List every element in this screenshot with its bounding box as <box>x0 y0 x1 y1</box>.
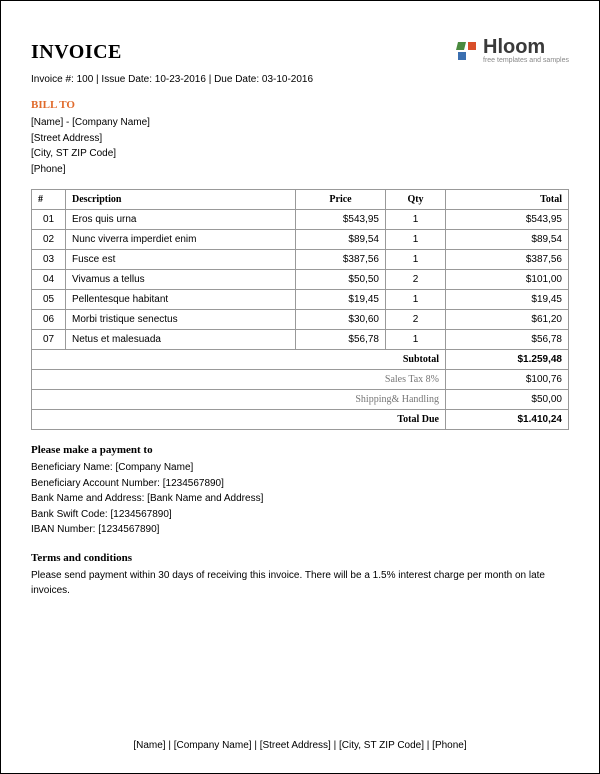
table-row: 04Vivamus a tellus$50,502$101,00 <box>32 270 569 290</box>
cell-num: 05 <box>32 290 66 310</box>
cell-total: $61,20 <box>446 310 569 330</box>
cell-qty: 1 <box>386 230 446 250</box>
table-row: 03Fusce est$387,561$387,56 <box>32 250 569 270</box>
footer: [Name] | [Company Name] | [Street Addres… <box>1 740 599 751</box>
cell-price: $56,78 <box>296 330 386 350</box>
cell-total: $19,45 <box>446 290 569 310</box>
bill-to-line: [Name] - [Company Name] <box>31 115 569 131</box>
cell-num: 06 <box>32 310 66 330</box>
bill-to-heading: BILL TO <box>31 99 569 111</box>
cell-price: $387,56 <box>296 250 386 270</box>
cell-qty: 1 <box>386 330 446 350</box>
terms-heading: Terms and conditions <box>31 552 569 564</box>
summary-value: $50,00 <box>446 390 569 410</box>
summary-label: Total Due <box>32 410 446 430</box>
bill-to-line: [Street Address] <box>31 131 569 147</box>
cell-desc: Netus et malesuada <box>66 330 296 350</box>
cell-desc: Vivamus a tellus <box>66 270 296 290</box>
bill-to-block: [Name] - [Company Name] [Street Address]… <box>31 115 569 177</box>
cell-price: $50,50 <box>296 270 386 290</box>
cell-total: $56,78 <box>446 330 569 350</box>
col-price: Price <box>296 190 386 210</box>
cell-qty: 1 <box>386 290 446 310</box>
summary-label: Sales Tax 8% <box>32 370 446 390</box>
summary-row: Subtotal$1.259,48 <box>32 350 569 370</box>
payment-line: Beneficiary Account Number: [1234567890] <box>31 476 569 492</box>
col-num: # <box>32 190 66 210</box>
table-row: 01Eros quis urna$543,951$543,95 <box>32 210 569 230</box>
col-desc: Description <box>66 190 296 210</box>
cell-price: $19,45 <box>296 290 386 310</box>
payment-block: Beneficiary Name: [Company Name] Benefic… <box>31 460 569 538</box>
bill-to-line: [City, ST ZIP Code] <box>31 146 569 162</box>
summary-row: Total Due$1.410,24 <box>32 410 569 430</box>
cell-qty: 2 <box>386 270 446 290</box>
logo-icon <box>455 39 479 63</box>
cell-qty: 1 <box>386 250 446 270</box>
payment-heading: Please make a payment to <box>31 444 569 456</box>
table-row: 07Netus et malesuada$56,781$56,78 <box>32 330 569 350</box>
payment-line: Bank Name and Address: [Bank Name and Ad… <box>31 491 569 507</box>
cell-price: $89,54 <box>296 230 386 250</box>
cell-total: $101,00 <box>446 270 569 290</box>
logo: Hloom free templates and samples <box>455 37 569 64</box>
summary-value: $1.259,48 <box>446 350 569 370</box>
col-total: Total <box>446 190 569 210</box>
cell-desc: Fusce est <box>66 250 296 270</box>
table-row: 02Nunc viverra imperdiet enim$89,541$89,… <box>32 230 569 250</box>
bill-to-line: [Phone] <box>31 162 569 178</box>
page-title: INVOICE <box>31 41 122 64</box>
logo-tagline: free templates and samples <box>483 57 569 64</box>
summary-row: Sales Tax 8%$100,76 <box>32 370 569 390</box>
cell-qty: 2 <box>386 310 446 330</box>
table-row: 06Morbi tristique senectus$30,602$61,20 <box>32 310 569 330</box>
summary-value: $100,76 <box>446 370 569 390</box>
cell-num: 04 <box>32 270 66 290</box>
line-items-table: # Description Price Qty Total 01Eros qui… <box>31 189 569 430</box>
cell-desc: Nunc viverra imperdiet enim <box>66 230 296 250</box>
cell-total: $387,56 <box>446 250 569 270</box>
summary-label: Shipping& Handling <box>32 390 446 410</box>
cell-total: $543,95 <box>446 210 569 230</box>
cell-price: $30,60 <box>296 310 386 330</box>
invoice-meta: Invoice #: 100 | Issue Date: 10-23-2016 … <box>31 74 569 85</box>
header: INVOICE Hloom free templates and samples <box>31 37 569 64</box>
col-qty: Qty <box>386 190 446 210</box>
cell-total: $89,54 <box>446 230 569 250</box>
cell-qty: 1 <box>386 210 446 230</box>
logo-text: Hloom <box>483 37 569 57</box>
table-header-row: # Description Price Qty Total <box>32 190 569 210</box>
cell-num: 03 <box>32 250 66 270</box>
payment-line: IBAN Number: [1234567890] <box>31 522 569 538</box>
payment-line: Beneficiary Name: [Company Name] <box>31 460 569 476</box>
table-row: 05Pellentesque habitant$19,451$19,45 <box>32 290 569 310</box>
summary-row: Shipping& Handling$50,00 <box>32 390 569 410</box>
cell-desc: Morbi tristique senectus <box>66 310 296 330</box>
summary-label: Subtotal <box>32 350 446 370</box>
cell-desc: Eros quis urna <box>66 210 296 230</box>
terms-text: Please send payment within 30 days of re… <box>31 568 569 599</box>
payment-line: Bank Swift Code: [1234567890] <box>31 507 569 523</box>
cell-num: 02 <box>32 230 66 250</box>
cell-num: 01 <box>32 210 66 230</box>
cell-desc: Pellentesque habitant <box>66 290 296 310</box>
summary-value: $1.410,24 <box>446 410 569 430</box>
cell-num: 07 <box>32 330 66 350</box>
cell-price: $543,95 <box>296 210 386 230</box>
